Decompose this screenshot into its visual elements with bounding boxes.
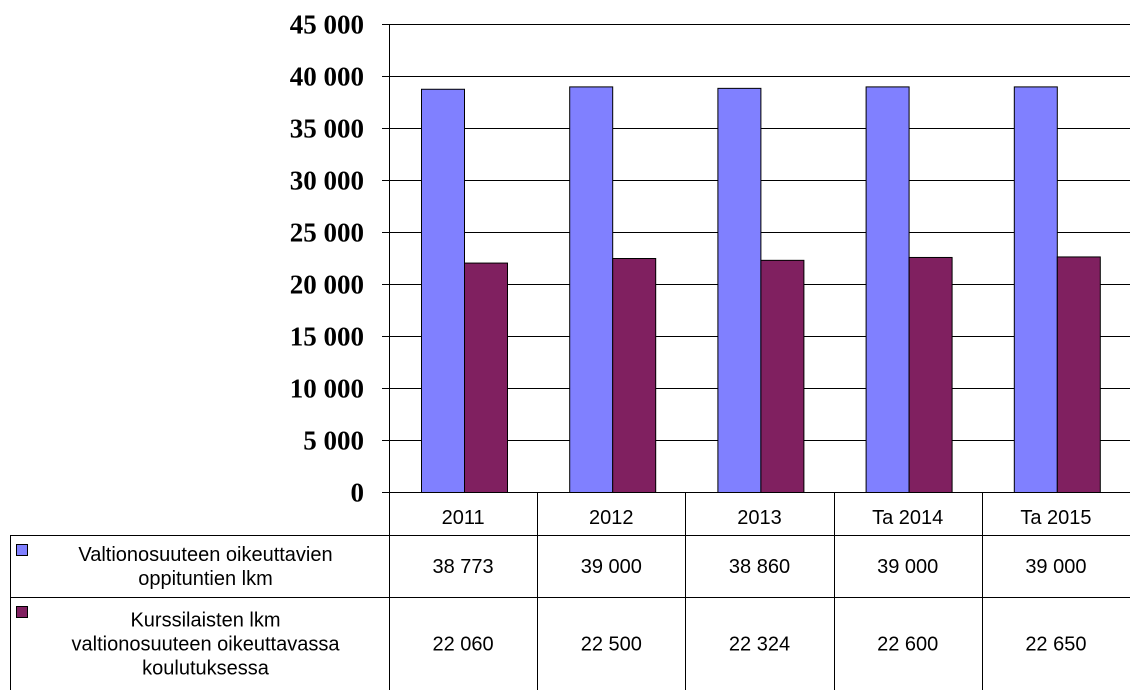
data-label-s1-1: 39 000 xyxy=(581,556,642,578)
category-label-0: 2011 xyxy=(442,507,485,529)
ytick-label-7: 35 000 xyxy=(290,114,364,144)
ytick-label-8: 40 000 xyxy=(290,62,364,92)
category-label-1: 2012 xyxy=(589,507,634,529)
ytick-label-5: 25 000 xyxy=(290,218,364,248)
ytick-label-9: 45 000 xyxy=(290,10,364,40)
data-label-s1-4: 39 000 xyxy=(1025,556,1086,578)
data-label-s2-0: 22 060 xyxy=(433,634,494,656)
legend-key-s1 xyxy=(16,544,28,556)
bar-s1-0 xyxy=(421,88,465,493)
ytick-label-6: 30 000 xyxy=(290,166,364,196)
bar-s1-2 xyxy=(717,87,762,494)
data-label-s2-4: 22 650 xyxy=(1025,634,1086,656)
category-label-3: Ta 2014 xyxy=(872,507,943,529)
bar-s2-4 xyxy=(1056,256,1101,493)
category-label-2: 2013 xyxy=(737,507,782,529)
data-label-s2-2: 22 324 xyxy=(729,634,790,656)
ytick-label-4: 20 000 xyxy=(290,270,364,300)
data-label-s1-0: 38 773 xyxy=(433,556,494,578)
series-name-s2-line2: koulutuksessa xyxy=(142,658,270,680)
data-label-s1-3: 39 000 xyxy=(877,556,938,578)
bar-s2-0 xyxy=(464,262,508,493)
bar-s2-3 xyxy=(908,256,953,493)
bar-s1-4 xyxy=(1013,86,1058,494)
series-name-s1-line0: Valtionosuuteen oikeuttavien xyxy=(78,544,332,566)
ytick-label-1: 5 000 xyxy=(303,426,364,456)
data-label-s2-3: 22 600 xyxy=(877,634,938,656)
bar-s2-1 xyxy=(612,258,657,493)
series-name-s1-line1: oppituntien lkm xyxy=(138,568,273,590)
bar-s1-3 xyxy=(865,86,910,494)
ytick-label-0: 0 xyxy=(351,478,365,508)
data-label-s1-2: 38 860 xyxy=(729,556,790,578)
data-label-s2-1: 22 500 xyxy=(581,634,642,656)
ytick-label-3: 15 000 xyxy=(290,322,364,352)
series-name-s2-line0: Kurssilaisten lkm xyxy=(130,610,280,632)
bar-s1-1 xyxy=(569,86,614,494)
category-label-4: Ta 2015 xyxy=(1020,507,1091,529)
legend-key-s2 xyxy=(16,606,28,618)
bar-s2-2 xyxy=(760,259,805,494)
series-name-s2-line1: valtionosuuteen oikeuttavassa xyxy=(72,634,341,656)
ytick-label-2: 10 000 xyxy=(290,374,364,404)
